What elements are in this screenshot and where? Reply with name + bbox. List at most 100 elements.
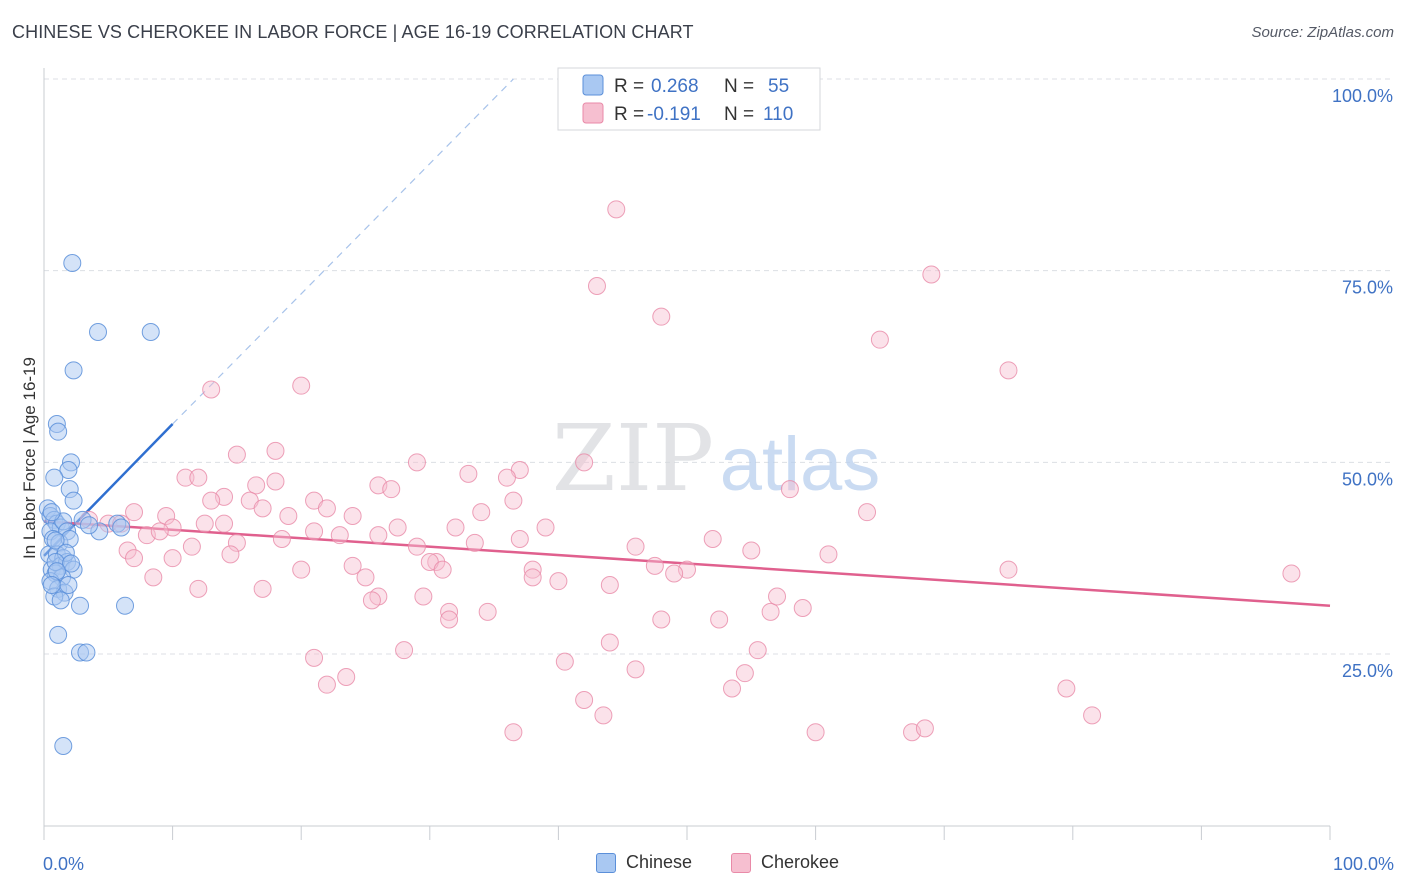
cherokee-point-85 (626, 660, 645, 679)
cherokee-point-65 (356, 568, 375, 587)
x-tick-label-max: 100.0% (1333, 854, 1394, 874)
cherokee-point-43 (330, 526, 349, 545)
cherokee-point-97 (915, 719, 934, 738)
legend-chinese-n-label: N = (724, 76, 754, 97)
cherokee-point-66 (523, 568, 542, 587)
cherokee-point-46 (703, 530, 722, 548)
cherokee-point-100 (472, 503, 491, 522)
cherokee-point-79 (710, 610, 729, 629)
chinese-point-34 (141, 323, 160, 341)
cherokee-points (80, 200, 1301, 742)
cherokee-point-4 (870, 330, 889, 349)
cherokee-point-72 (414, 587, 433, 606)
watermark-atlas: atlas (720, 422, 881, 507)
legend-swatch-chinese (582, 74, 604, 96)
cherokee-point-89 (723, 679, 742, 698)
cherokee-point-93 (1083, 706, 1102, 725)
cherokee-point-103 (819, 545, 838, 564)
cherokee-point-8 (266, 441, 285, 460)
cherokee-point-76 (478, 602, 497, 621)
cherokee-point-44 (369, 526, 388, 545)
chinese-point-49 (46, 531, 65, 550)
legend-cherokee-n-label: N = (724, 104, 754, 125)
legend-cherokee-r-value: -0.191 (647, 104, 701, 125)
y-tick-label-100: 100.0% (1332, 86, 1393, 106)
cherokee-point-78 (652, 610, 671, 629)
cherokee-point-109 (182, 537, 201, 556)
y-tick-labels: 25.0% 50.0% 75.0% 100.0% (1332, 86, 1393, 681)
y-tick-label-25: 25.0% (1342, 661, 1393, 681)
chinese-point-33 (89, 323, 108, 341)
cherokee-point-27 (253, 499, 272, 518)
cherokee-point-83 (305, 648, 324, 667)
cherokee-point-21 (780, 480, 799, 499)
cherokee-point-67 (600, 576, 619, 594)
legend-chinese-r-value: 0.268 (651, 76, 699, 97)
cherokee-point-73 (793, 599, 812, 617)
chinese-point-25 (51, 591, 70, 610)
cherokee-point-64 (144, 568, 163, 587)
chinese-point-27 (116, 596, 135, 615)
cherokee-point-86 (735, 664, 754, 683)
cherokee-point-40 (446, 518, 465, 537)
cherokee-point-53 (427, 553, 446, 571)
trend-lines (43, 78, 1331, 607)
cherokee-point-30 (157, 507, 176, 525)
cherokee-point-6 (292, 376, 311, 395)
chinese-points (38, 254, 160, 755)
cherokee-point-107 (549, 572, 568, 591)
legend-item-chinese: Chinese (596, 852, 692, 873)
y-tick-label-50: 50.0% (1342, 469, 1393, 489)
y-tick-label-75: 75.0% (1342, 278, 1393, 298)
cherokee-point-39 (305, 522, 324, 541)
cherokee-point-56 (645, 556, 664, 575)
cherokee-point-15 (176, 468, 195, 487)
cherokee-point-50 (221, 545, 240, 564)
cherokee-point-55 (343, 556, 362, 575)
cherokee-point-18 (266, 472, 285, 491)
x-tick-label-min: 0.0% (43, 854, 84, 874)
cherokee-point-29 (125, 503, 144, 522)
chinese-point-43 (42, 503, 61, 522)
chinese-trend-extension (172, 78, 514, 425)
legend-chinese-n-value: 55 (768, 76, 789, 97)
chinese-point-30 (77, 643, 96, 662)
cherokee-point-91 (575, 691, 594, 709)
legend-cherokee-r-label: R = (614, 104, 644, 125)
cherokee-point-26 (504, 491, 523, 510)
chinese-point-39 (59, 461, 78, 479)
legend-item-cherokee: Cherokee (731, 852, 839, 873)
chart-title: CHINESE VS CHEROKEE IN LABOR FORCE | AGE… (12, 22, 694, 42)
legend-top: R = 0.268 N = 55 R = -0.191 N = 110 (557, 67, 821, 131)
cherokee-point-1 (587, 277, 606, 295)
cherokee-point-2 (652, 307, 671, 326)
chinese-point-23 (59, 576, 78, 594)
cherokee-point-87 (337, 668, 356, 686)
cherokee-point-49 (118, 541, 137, 560)
chinese-point-32 (63, 254, 82, 272)
cherokee-point-69 (253, 579, 272, 598)
watermark-zip: ZIP (552, 405, 714, 512)
cherokee-point-82 (395, 641, 414, 660)
cherokee-point-88 (317, 675, 336, 694)
chinese-point-26 (71, 596, 90, 615)
cherokee-point-9 (227, 445, 246, 464)
legend-bottom-swatch-cherokee (731, 852, 751, 873)
cherokee-point-47 (227, 533, 246, 552)
legend-chinese-r-label: R = (614, 76, 644, 97)
cherokee-point-20 (382, 480, 401, 499)
legend-swatch-cherokee (582, 102, 604, 124)
y-axis-label: In Labor Force | Age 16-19 (20, 357, 39, 559)
legend-cherokee-n-value: 110 (763, 104, 793, 125)
cherokee-trend-line (43, 520, 1331, 607)
cherokee-point-102 (742, 541, 761, 560)
cherokee-point-7 (202, 380, 221, 399)
cherokee-point-58 (292, 560, 311, 579)
legend-bottom-label-cherokee: Cherokee (761, 852, 840, 872)
cherokee-point-63 (1282, 564, 1301, 583)
cherokee-point-11 (575, 453, 594, 472)
cherokee-point-48 (407, 537, 426, 556)
cherokee-point-75 (440, 602, 459, 621)
cherokee-point-104 (150, 522, 169, 541)
cherokee-point-74 (761, 602, 780, 621)
